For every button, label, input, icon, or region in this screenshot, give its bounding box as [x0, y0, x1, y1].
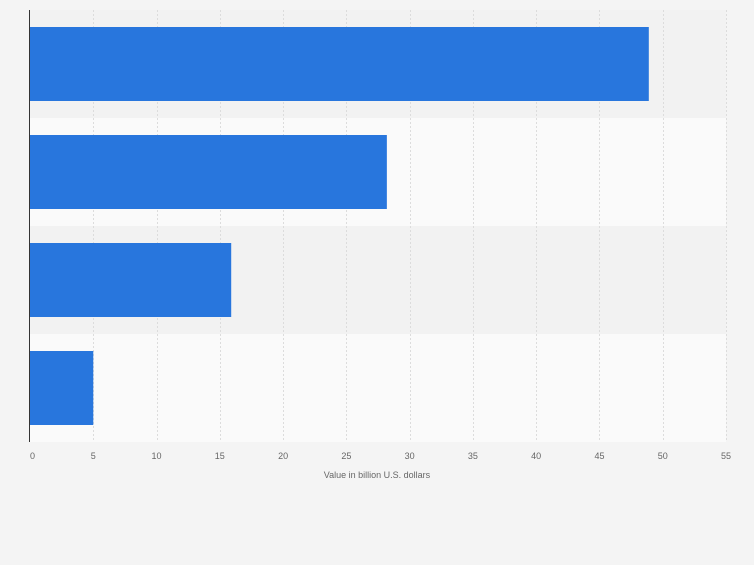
x-tick-label: 10 — [152, 451, 162, 461]
bar[interactable] — [30, 135, 387, 209]
bar[interactable] — [30, 351, 94, 425]
x-tick-label: 55 — [721, 451, 731, 461]
row-band — [30, 334, 726, 442]
x-tick-label: 15 — [215, 451, 225, 461]
x-tick-label: 5 — [91, 451, 96, 461]
bar[interactable] — [30, 27, 649, 101]
x-tick-label: 20 — [278, 451, 288, 461]
x-tick-label: 35 — [468, 451, 478, 461]
x-tick-label: 40 — [531, 451, 541, 461]
x-axis-title: Value in billion U.S. dollars — [324, 470, 431, 480]
x-axis-ticks: 0 5 10 15 20 25 30 35 40 45 50 55 — [30, 451, 731, 461]
bar[interactable] — [30, 243, 232, 317]
x-tick-label: 45 — [594, 451, 604, 461]
x-tick-label: 50 — [658, 451, 668, 461]
x-tick-label: 25 — [341, 451, 351, 461]
bars — [30, 27, 649, 425]
x-tick-label: 30 — [405, 451, 415, 461]
x-tick-label: 0 — [30, 451, 35, 461]
